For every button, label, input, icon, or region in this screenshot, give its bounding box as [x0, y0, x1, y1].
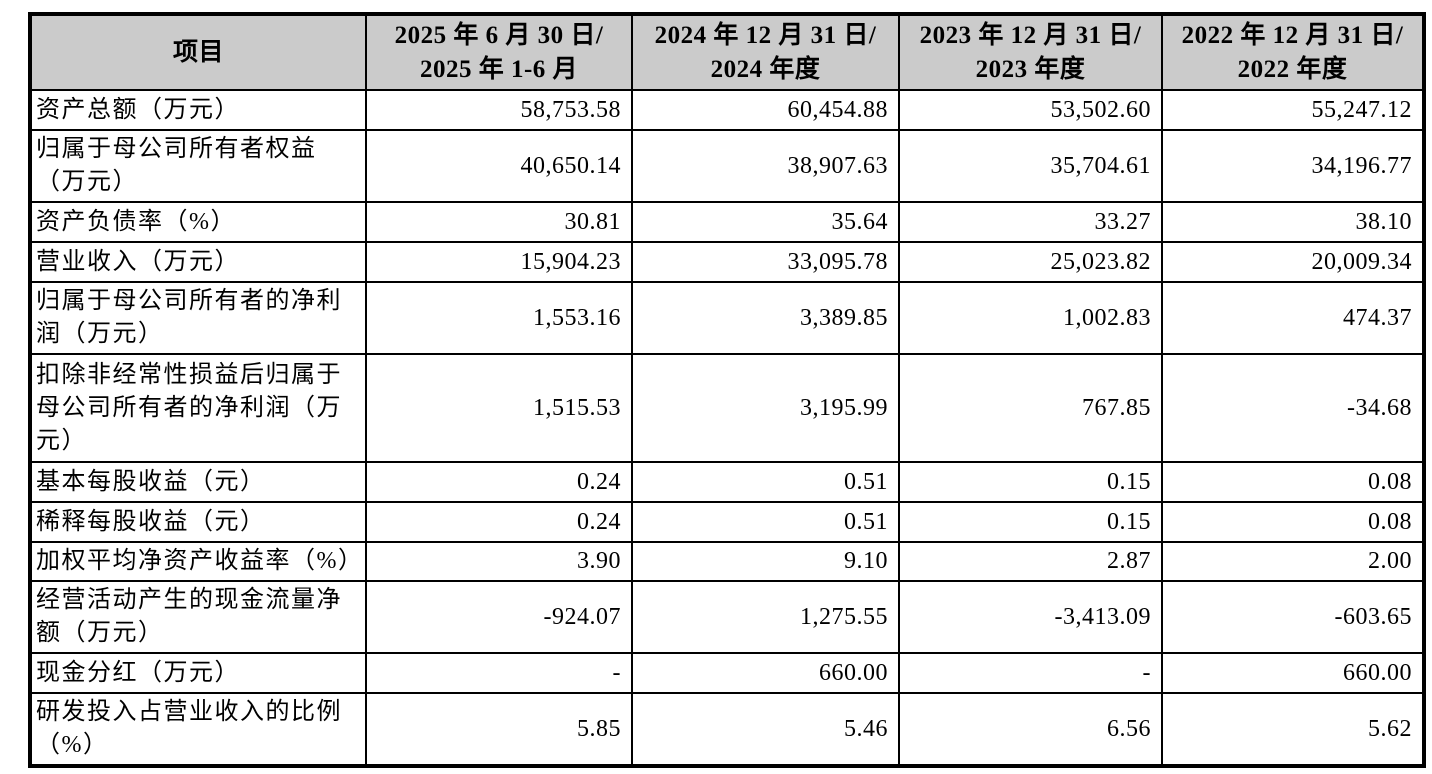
cell-value: 35.64: [631, 201, 900, 243]
cell-value: 53,502.60: [898, 89, 1163, 131]
cell-value: -3,413.09: [898, 580, 1163, 654]
table-row-operating-cash-flow: 经营活动产生的现金流量净额（万元） -924.07 1,275.55 -3,41…: [29, 580, 1425, 654]
table-row-diluted-eps: 稀释每股收益（元） 0.24 0.51 0.15 0.08: [29, 501, 1425, 543]
cell-value: 5.46: [631, 692, 900, 767]
cell-value: 33,095.78: [631, 241, 900, 283]
cell-value: 0.08: [1161, 501, 1425, 543]
cell-value: 1,275.55: [631, 580, 900, 654]
cell-value: 1,553.16: [365, 281, 633, 355]
cell-value: 0.24: [365, 461, 633, 503]
row-label: 归属于母公司所有者的净利润（万元）: [29, 281, 367, 355]
row-label: 资产总额（万元）: [29, 89, 367, 131]
header-period-line2: 2024 年度: [710, 55, 821, 83]
cell-value: 0.15: [898, 461, 1163, 503]
cell-value: 55,247.12: [1161, 89, 1425, 131]
cell-value: 2.87: [898, 541, 1163, 582]
cell-value: 474.37: [1161, 281, 1425, 355]
cell-value: 1,002.83: [898, 281, 1163, 355]
row-label: 经营活动产生的现金流量净额（万元）: [29, 580, 367, 654]
cell-value: 38.10: [1161, 201, 1425, 243]
header-cell-period-2024: 2024 年 12 月 31 日/ 2024 年度: [631, 13, 900, 91]
cell-value: 0.51: [631, 461, 900, 503]
table-row-weighted-roe: 加权平均净资产收益率（%） 3.90 9.10 2.87 2.00: [29, 541, 1425, 582]
cell-value: 5.85: [365, 692, 633, 767]
cell-value: 30.81: [365, 201, 633, 243]
cell-value: 0.15: [898, 501, 1163, 543]
cell-value: 40,650.14: [365, 129, 633, 203]
header-period-line1: 2022 年 12 月 31 日/: [1181, 21, 1404, 49]
table-row-revenue: 营业收入（万元） 15,904.23 33,095.78 25,023.82 2…: [29, 241, 1425, 283]
header-period-line2: 2022 年度: [1237, 55, 1348, 83]
cell-value: 660.00: [631, 652, 900, 694]
cell-value: 38,907.63: [631, 129, 900, 203]
cell-value: 767.85: [898, 353, 1163, 463]
row-label: 营业收入（万元）: [29, 241, 367, 283]
header-cell-period-2023: 2023 年 12 月 31 日/ 2023 年度: [898, 13, 1163, 91]
row-label: 基本每股收益（元）: [29, 461, 367, 503]
row-label: 研发投入占营业收入的比例（%）: [29, 692, 367, 767]
row-label: 扣除非经常性损益后归属于母公司所有者的净利润（万元）: [29, 353, 367, 463]
cell-value: -34.68: [1161, 353, 1425, 463]
cell-value: 6.56: [898, 692, 1163, 767]
cell-value: 3.90: [365, 541, 633, 582]
cell-value: 34,196.77: [1161, 129, 1425, 203]
header-period-line2: 2025 年 1-6 月: [419, 55, 579, 83]
cell-value: 2.00: [1161, 541, 1425, 582]
header-cell-item: 项目: [29, 13, 367, 91]
table-row-basic-eps: 基本每股收益（元） 0.24 0.51 0.15 0.08: [29, 461, 1425, 503]
header-cell-period-2025: 2025 年 6 月 30 日/ 2025 年 1-6 月: [365, 13, 633, 91]
row-label: 现金分红（万元）: [29, 652, 367, 694]
table-row-net-profit-excl-nonrecurring: 扣除非经常性损益后归属于母公司所有者的净利润（万元） 1,515.53 3,19…: [29, 353, 1425, 463]
cell-value: 0.24: [365, 501, 633, 543]
table-header-row: 项目 2025 年 6 月 30 日/ 2025 年 1-6 月 2024 年 …: [29, 13, 1425, 91]
cell-value: 660.00: [1161, 652, 1425, 694]
cell-value: 15,904.23: [365, 241, 633, 283]
cell-value: 3,389.85: [631, 281, 900, 355]
table-row-parent-equity: 归属于母公司所有者权益（万元） 40,650.14 38,907.63 35,7…: [29, 129, 1425, 203]
cell-value: 3,195.99: [631, 353, 900, 463]
row-label: 归属于母公司所有者权益（万元）: [29, 129, 367, 203]
row-label: 稀释每股收益（元）: [29, 501, 367, 543]
header-item-label: 项目: [172, 38, 224, 66]
cell-value: 20,009.34: [1161, 241, 1425, 283]
cell-value: 1,515.53: [365, 353, 633, 463]
table-row-debt-ratio: 资产负债率（%） 30.81 35.64 33.27 38.10: [29, 201, 1425, 243]
financial-summary-table: 项目 2025 年 6 月 30 日/ 2025 年 1-6 月 2024 年 …: [28, 12, 1426, 768]
cell-value: 0.51: [631, 501, 900, 543]
table-row-total-assets: 资产总额（万元） 58,753.58 60,454.88 53,502.60 5…: [29, 89, 1425, 131]
table-row-net-profit: 归属于母公司所有者的净利润（万元） 1,553.16 3,389.85 1,00…: [29, 281, 1425, 355]
cell-value: -: [898, 652, 1163, 694]
cell-value: -: [365, 652, 633, 694]
header-period-line1: 2025 年 6 月 30 日/: [394, 21, 604, 49]
cell-value: -603.65: [1161, 580, 1425, 654]
cell-value: 0.08: [1161, 461, 1425, 503]
cell-value: 25,023.82: [898, 241, 1163, 283]
cell-value: 35,704.61: [898, 129, 1163, 203]
cell-value: 33.27: [898, 201, 1163, 243]
table-row-rd-ratio: 研发投入占营业收入的比例（%） 5.85 5.46 6.56 5.62: [29, 692, 1425, 767]
cell-value: 60,454.88: [631, 89, 900, 131]
cell-value: 5.62: [1161, 692, 1425, 767]
table-row-cash-dividend: 现金分红（万元） - 660.00 - 660.00: [29, 652, 1425, 694]
header-period-line2: 2023 年度: [975, 55, 1086, 83]
header-period-line1: 2023 年 12 月 31 日/: [919, 21, 1142, 49]
cell-value: 58,753.58: [365, 89, 633, 131]
row-label: 资产负债率（%）: [29, 201, 367, 243]
row-label: 加权平均净资产收益率（%）: [29, 541, 367, 582]
header-cell-period-2022: 2022 年 12 月 31 日/ 2022 年度: [1161, 13, 1425, 91]
cell-value: 9.10: [631, 541, 900, 582]
header-period-line1: 2024 年 12 月 31 日/: [654, 21, 877, 49]
cell-value: -924.07: [365, 580, 633, 654]
